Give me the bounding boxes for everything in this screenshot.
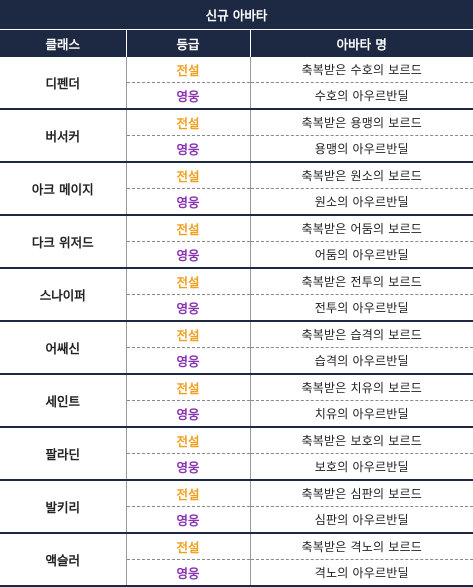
header-class: 클래스 — [0, 29, 126, 57]
header-grade: 등급 — [125, 29, 250, 57]
grade-legend-cell: 전설 — [126, 109, 251, 136]
table-row: 영웅 용맹의 아우르반딜 — [0, 135, 473, 163]
avatar-name-cell: 어둠의 아우르반딜 — [250, 241, 473, 269]
class-name-cell: 버서커 — [0, 109, 127, 163]
avatar-name-cell: 축복받은 심판의 보르드 — [250, 480, 473, 507]
class-name-cell: 세인트 — [0, 374, 127, 428]
class-name-cell: 액슬러 — [0, 533, 127, 587]
table-row: 영웅 전투의 아우르반딜 — [0, 294, 473, 322]
avatar-name-cell: 축복받은 어둠의 보르드 — [250, 215, 473, 242]
table-header-row: 클래스 등급 아바타 명 — [0, 29, 473, 57]
grade-hero-cell: 영웅 — [126, 82, 251, 110]
class-name-cell: 발키리 — [0, 480, 127, 534]
class-name-cell: 어쌔신 — [0, 321, 127, 375]
grade-hero-cell: 영웅 — [126, 400, 251, 428]
avatar-name-cell: 치유의 아우르반딜 — [250, 400, 473, 428]
avatar-name-cell: 축복받은 격노의 보르드 — [250, 533, 473, 560]
grade-legend-cell: 전설 — [126, 215, 251, 242]
class-name-cell: 스나이퍼 — [0, 268, 127, 322]
avatar-name-cell: 축복받은 수호의 보르드 — [250, 57, 473, 83]
table-row: 어쌔신 전설 축복받은 습격의 보르드 — [0, 321, 473, 375]
table-row: 버서커 전설 축복받은 용맹의 보르드 — [0, 109, 473, 163]
grade-hero-cell: 영웅 — [126, 188, 251, 216]
table-row: 세인트 전설 축복받은 치유의 보르드 — [0, 374, 473, 428]
table-row: 영웅 수호의 아우르반딜 — [0, 82, 473, 110]
grade-legend-cell: 전설 — [126, 533, 251, 560]
table-row: 영웅 습격의 아우르반딜 — [0, 347, 473, 375]
class-name-cell: 아크 메이지 — [0, 162, 127, 216]
avatar-name-cell: 축복받은 원소의 보르드 — [250, 162, 473, 189]
grade-legend-cell: 전설 — [126, 268, 251, 295]
grade-legend-cell: 전설 — [126, 427, 251, 454]
avatar-name-cell: 전투의 아우르반딜 — [250, 294, 473, 322]
grade-hero-cell: 영웅 — [126, 453, 251, 481]
grade-hero-cell: 영웅 — [126, 241, 251, 269]
table-row: 아크 메이지 전설 축복받은 원소의 보르드 — [0, 162, 473, 216]
table-row: 영웅 원소의 아우르반딜 — [0, 188, 473, 216]
table-row: 영웅 치유의 아우르반딜 — [0, 400, 473, 428]
table-row: 영웅 보호의 아우르반딜 — [0, 453, 473, 481]
header-avatar-name: 아바타 명 — [249, 29, 473, 57]
avatar-name-cell: 축복받은 습격의 보르드 — [250, 321, 473, 348]
avatar-name-cell: 심판의 아우르반딜 — [250, 506, 473, 534]
class-name-cell: 팔라딘 — [0, 427, 127, 481]
table-row: 다크 위저드 전설 축복받은 어둠의 보르드 — [0, 215, 473, 269]
avatar-name-cell: 보호의 아우르반딜 — [250, 453, 473, 481]
grade-hero-cell: 영웅 — [126, 135, 251, 163]
table-row: 액슬러 전설 축복받은 격노의 보르드 — [0, 533, 473, 587]
avatar-name-cell: 원소의 아우르반딜 — [250, 188, 473, 216]
table-title: 신규 아바타 — [0, 0, 473, 30]
avatar-name-cell: 용맹의 아우르반딜 — [250, 135, 473, 163]
avatar-name-cell: 축복받은 치유의 보르드 — [250, 374, 473, 401]
avatar-name-cell: 수호의 아우르반딜 — [250, 82, 473, 110]
table-row: 발키리 전설 축복받은 심판의 보르드 — [0, 480, 473, 534]
avatar-name-cell: 축복받은 용맹의 보르드 — [250, 109, 473, 136]
grade-hero-cell: 영웅 — [126, 347, 251, 375]
grade-legend-cell: 전설 — [126, 480, 251, 507]
table-row: 스나이퍼 전설 축복받은 전투의 보르드 — [0, 268, 473, 322]
table-title-row: 신규 아바타 — [0, 0, 473, 30]
table-row: 디펜더 전설 축복받은 수호의 보르드 — [0, 57, 473, 110]
class-name-cell: 디펜더 — [0, 57, 127, 110]
table-body: 디펜더 전설 축복받은 수호의 보르드 영웅 수호의 아우르반딜 버서커 전설 축복받은 용맹… — [0, 57, 473, 587]
grade-hero-cell: 영웅 — [126, 294, 251, 322]
grade-legend-cell: 전설 — [126, 374, 251, 401]
table-row: 영웅 어둠의 아우르반딜 — [0, 241, 473, 269]
class-name-cell: 다크 위저드 — [0, 215, 127, 269]
grade-legend-cell: 전설 — [126, 162, 251, 189]
avatar-name-cell: 축복받은 보호의 보르드 — [250, 427, 473, 454]
grade-hero-cell: 영웅 — [126, 506, 251, 534]
table-row: 팔라딘 전설 축복받은 보호의 보르드 — [0, 427, 473, 481]
avatar-name-cell: 습격의 아우르반딜 — [250, 347, 473, 375]
table-row: 영웅 심판의 아우르반딜 — [0, 506, 473, 534]
grade-legend-cell: 전설 — [126, 57, 251, 83]
avatar-name-cell: 축복받은 전투의 보르드 — [250, 268, 473, 295]
grade-legend-cell: 전설 — [126, 321, 251, 348]
